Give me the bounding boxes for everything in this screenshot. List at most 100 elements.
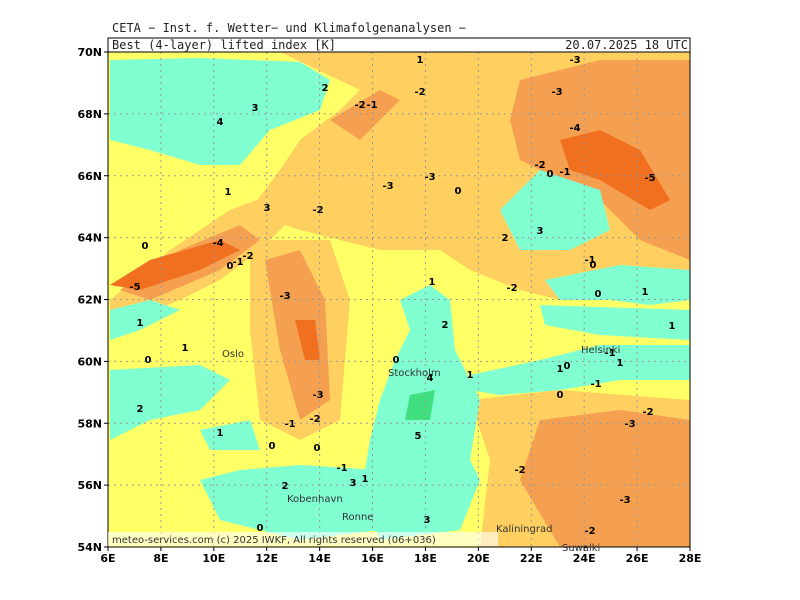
contour-label: -2 (642, 407, 653, 418)
contour-label: 4 (427, 373, 434, 384)
lon-label: 16E (361, 552, 384, 565)
contour-label: 0 (455, 186, 462, 197)
contour-label: 1 (137, 318, 144, 329)
lat-label: 64N (77, 232, 102, 245)
contour-label: -2 (309, 414, 320, 425)
lon-label: 20E (467, 552, 490, 565)
lon-label: 6E (100, 552, 115, 565)
lat-label: 56N (77, 479, 102, 492)
lon-label: 24E (573, 552, 596, 565)
contour-label: 1 (225, 187, 232, 198)
lon-label: 8E (153, 552, 168, 565)
city-label: Stockholm (388, 368, 441, 379)
contour-label: -3 (382, 181, 393, 192)
contour-label: 3 (424, 515, 431, 526)
contour-label: 2 (322, 83, 329, 94)
field (108, 52, 690, 547)
contour-label: 1 (429, 277, 436, 288)
map-title: Best_(4-layer)_lifted_index [K] (112, 38, 336, 52)
contour-label: 1 (557, 364, 564, 375)
datetime: 20.07.2025 18 UTC (565, 38, 688, 52)
contour-label: 3 (537, 226, 544, 237)
contour-label: 3 (264, 203, 271, 214)
contour-label: -3 (551, 87, 562, 98)
contour-label: 1 (617, 358, 624, 369)
contour-label: 0 (314, 443, 321, 454)
contour-label: 1 (467, 370, 474, 381)
contour-label: -2 (534, 160, 545, 171)
contour-label: -2 (354, 100, 365, 111)
contour-label: 0 (595, 289, 602, 300)
city-label: Kobenhavn (287, 494, 343, 505)
lat-label: 54N (77, 541, 102, 554)
contour-label: -2 (242, 251, 253, 262)
lon-label: 14E (308, 552, 331, 565)
contour-label: 1 (417, 55, 424, 66)
lat-label: 70N (77, 46, 102, 59)
footer-bg (108, 532, 498, 546)
contour-label: 0 (547, 169, 554, 180)
lon-label: 28E (679, 552, 702, 565)
contour-label: 1 (182, 343, 189, 354)
contour-label: 2 (442, 320, 449, 331)
contour-label: -3 (424, 172, 435, 183)
lat-label: 60N (77, 355, 102, 368)
lat-label: 66N (77, 170, 102, 183)
contour-label: -1 (232, 257, 243, 268)
contour-label: -3 (624, 419, 635, 430)
region (405, 390, 435, 420)
contour-label: -2 (414, 87, 425, 98)
lon-label: 18E (414, 552, 437, 565)
lat-label: 62N (77, 294, 102, 307)
contour-label: 4 (217, 117, 224, 128)
city-label: Oslo (222, 349, 244, 360)
city-label: Ronne (342, 512, 373, 523)
lon-label: 12E (255, 552, 278, 565)
contour-label: -1 (604, 348, 615, 359)
contour-label: 0 (564, 361, 571, 372)
contour-label: 0 (257, 523, 264, 534)
contour-label: -1 (284, 419, 295, 430)
contour-label: -1 (590, 379, 601, 390)
contour-label: 1 (217, 428, 224, 439)
contour-label: -5 (644, 173, 655, 184)
region-group (110, 130, 670, 360)
contour-label: 1 (642, 287, 649, 298)
contour-label: -2 (312, 205, 323, 216)
contour-label: -2 (584, 526, 595, 537)
contour-label: -4 (569, 123, 580, 134)
contour-label: 3 (350, 478, 357, 489)
contour-label: 1 (362, 474, 369, 485)
lon-label: 10E (202, 552, 225, 565)
contour-label: 0 (557, 390, 564, 401)
city-label: Kaliningrad (496, 524, 552, 535)
contour-label: 0 (145, 355, 152, 366)
contour-label: 2 (502, 233, 509, 244)
contour-label: -3 (312, 390, 323, 401)
contour-label: 0 (393, 355, 400, 366)
contour-label: -4 (212, 238, 223, 249)
contour-label: 3 (252, 103, 259, 114)
contour-label: -1 (559, 167, 570, 178)
contour-label: 5 (415, 431, 422, 442)
contour-label: 0 (227, 261, 234, 272)
grid (108, 52, 690, 547)
contour-label: -3 (279, 291, 290, 302)
lat-label: 68N (77, 108, 102, 121)
institute: CETA − Inst. f. Wetter− und Klimafolgena… (112, 21, 466, 35)
contour-label: 0 (590, 260, 597, 271)
contour-label: 0 (269, 441, 276, 452)
contour-label: -2 (506, 283, 517, 294)
lon-label: 26E (626, 552, 649, 565)
contour-label: -3 (569, 55, 580, 66)
contour-label: -1 (336, 463, 347, 474)
contour-label: -1 (366, 100, 377, 111)
contour-label: 2 (137, 404, 144, 415)
city-label: Helsinki (581, 345, 620, 356)
contour-label: 2 (282, 481, 289, 492)
contour-label: 0 (142, 241, 149, 252)
contour-label: -1 (584, 255, 595, 266)
contour-label: -2 (514, 465, 525, 476)
city-label: Suwalki (562, 543, 600, 554)
